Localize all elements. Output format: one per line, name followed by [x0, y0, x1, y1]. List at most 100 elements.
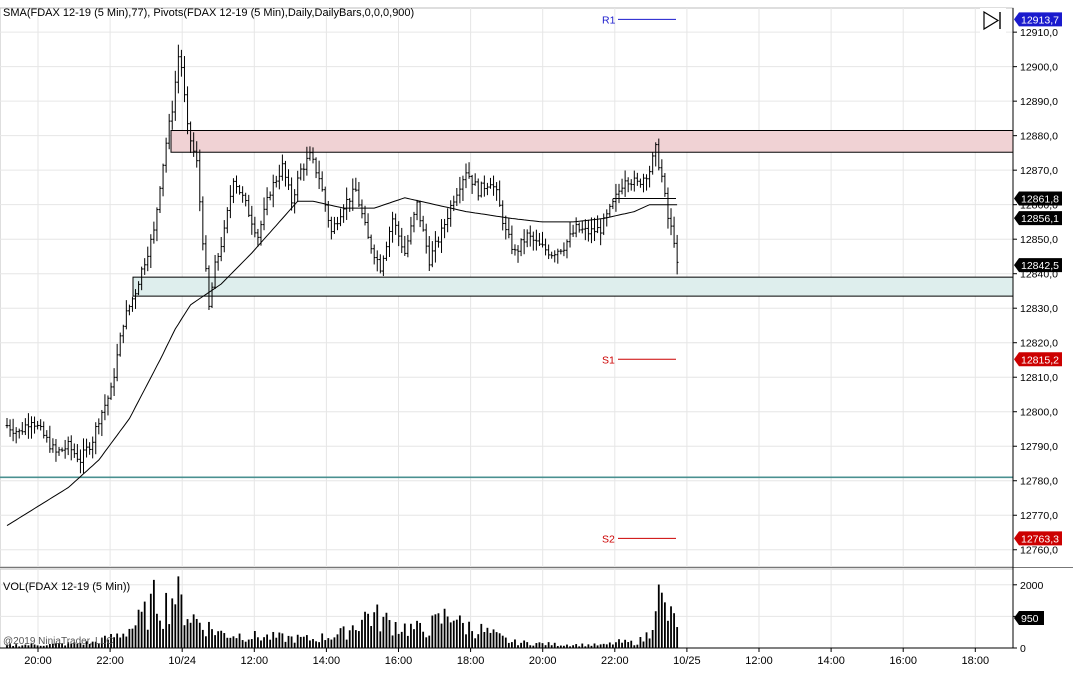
- price-bar: [443, 218, 446, 239]
- price-bar: [587, 219, 590, 242]
- play-forward-icon[interactable]: [980, 8, 1006, 34]
- price-bar: [482, 175, 486, 197]
- price-bar: [134, 289, 137, 309]
- price-bar: [155, 207, 159, 242]
- price-bar: [651, 152, 655, 175]
- price-bar: [213, 254, 217, 289]
- price-bar: [5, 417, 9, 429]
- price-bar: [464, 163, 468, 189]
- x-tick-label: 22:00: [601, 655, 629, 667]
- sma-line: [6, 197, 678, 527]
- price-bar: [274, 175, 278, 188]
- price-bar: [91, 436, 95, 459]
- price-bar: [473, 173, 477, 186]
- price-bar: [369, 234, 373, 254]
- price-bar: [320, 171, 324, 192]
- volume-bars: [6, 576, 679, 648]
- price-bar: [253, 216, 257, 238]
- price-bar: [146, 246, 150, 272]
- price-bar: [277, 164, 281, 190]
- price-bar: [553, 250, 557, 263]
- price-bar: [333, 216, 336, 234]
- price-bar: [195, 141, 199, 168]
- pivot-r1-label: R1: [602, 14, 616, 26]
- price-bar: [201, 196, 205, 251]
- price-bar: [323, 186, 327, 212]
- ninjatrader-watermark: @2019 NinjaTrader, LLC: [3, 636, 113, 647]
- price-bar: [176, 44, 180, 94]
- price-tag-label: 12861,8: [1021, 193, 1059, 205]
- price-bar: [79, 449, 82, 474]
- price-bar: [406, 234, 410, 258]
- price-tag-label: 12842,5: [1021, 260, 1059, 272]
- pivot-s1-label: S1: [602, 354, 615, 366]
- price-bars: [5, 44, 679, 474]
- price-bar: [124, 300, 128, 330]
- price-bar: [458, 176, 462, 204]
- price-bar: [302, 163, 306, 181]
- price-tag: 12763,3: [1014, 531, 1062, 546]
- x-tick-label: 20:00: [529, 655, 557, 667]
- y-tick-label: 12900,0: [1020, 62, 1058, 74]
- y-tick-label: 12820,0: [1020, 338, 1058, 350]
- price-bar: [669, 208, 673, 236]
- price-bar: [666, 187, 670, 229]
- price-bar: [461, 175, 465, 201]
- price-bar: [33, 416, 36, 434]
- price-bar: [507, 218, 511, 239]
- price-bar: [143, 258, 147, 275]
- price-bar: [262, 197, 266, 231]
- price-bar: [372, 244, 376, 265]
- price-bar: [544, 238, 547, 256]
- y-tick-label: 12800,0: [1020, 407, 1058, 419]
- price-bar: [66, 436, 70, 456]
- price-bar: [72, 443, 76, 458]
- price-bar: [381, 255, 385, 277]
- price-bar: [590, 217, 593, 244]
- price-bar: [556, 248, 560, 264]
- price-bar: [247, 194, 251, 218]
- x-tick-label: 20:00: [24, 655, 52, 667]
- price-bar: [115, 343, 119, 382]
- price-bar: [336, 216, 339, 231]
- price-bar: [222, 220, 226, 253]
- price-bar: [611, 198, 615, 210]
- price-bar: [385, 241, 388, 261]
- price-bar: [238, 184, 241, 195]
- price-bar: [94, 422, 98, 455]
- x-tick-label: 18:00: [457, 655, 485, 667]
- price-bar: [476, 178, 480, 201]
- price-bar: [424, 223, 428, 254]
- price-bar: [100, 409, 104, 437]
- price-bar: [20, 421, 24, 435]
- price-zones: [0, 129, 1014, 479]
- price-bar: [305, 146, 309, 176]
- price-bar: [394, 213, 398, 235]
- price-bar: [137, 281, 140, 296]
- price-tag: 12861,8: [1014, 191, 1062, 206]
- x-tick-label: 12:00: [745, 655, 773, 667]
- price-bar: [568, 222, 572, 248]
- x-tick-label: 14:00: [817, 655, 845, 667]
- price-bar: [363, 205, 367, 226]
- price-bar: [235, 175, 238, 194]
- price-bar: [88, 442, 92, 455]
- support-zone: [132, 276, 1014, 297]
- price-bar: [519, 238, 523, 257]
- price-bar: [149, 234, 153, 269]
- price-bar: [391, 211, 394, 243]
- resistance-zone: [170, 129, 1014, 153]
- price-panel-title: SMA(FDAX 12-19 (5 Min),77), Pivots(FDAX …: [3, 7, 414, 19]
- price-bar: [54, 439, 58, 462]
- price-bar: [415, 199, 419, 221]
- x-tick-label: 22:00: [96, 655, 124, 667]
- price-bar: [455, 188, 459, 207]
- price-bar: [360, 199, 364, 219]
- price-bar: [629, 179, 633, 191]
- price-bar: [571, 224, 575, 237]
- x-tick-label: 12:00: [241, 655, 269, 667]
- chart-axes: 20:00 22:00 10/24 12:00 14:00 16:00 18:00 20:00…: [0, 8, 1058, 667]
- x-tick-label: 16:00: [385, 655, 413, 667]
- price-bar: [232, 178, 235, 204]
